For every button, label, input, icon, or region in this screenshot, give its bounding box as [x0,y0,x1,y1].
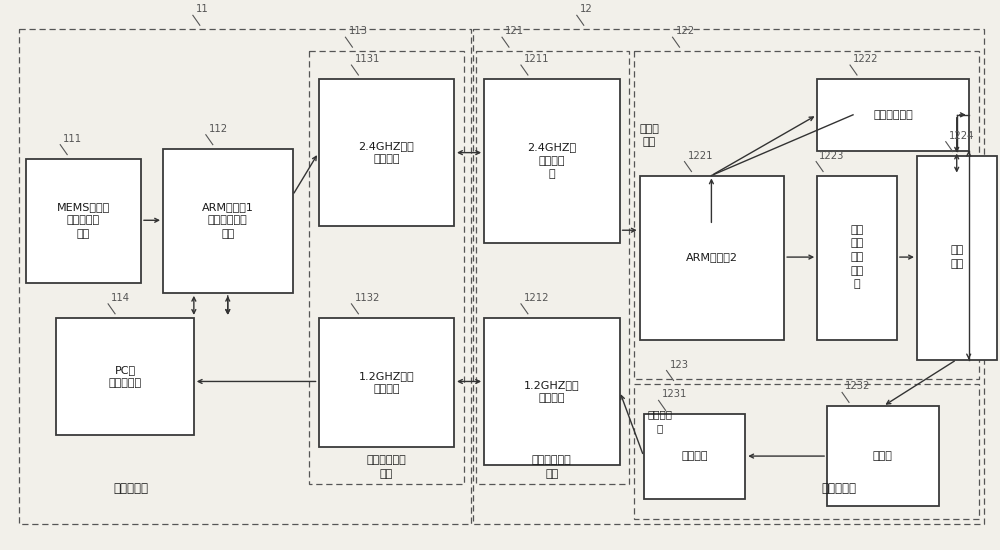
Text: 伺服
电机: 伺服 电机 [950,245,963,269]
Bar [473,29,984,524]
Text: 1223: 1223 [819,151,844,161]
Text: 122: 122 [676,26,695,36]
Text: 2.4GHZ无线
数据模块: 2.4GHZ无线 数据模块 [358,141,414,164]
Text: 1211: 1211 [524,54,549,64]
Bar [634,51,979,379]
Text: 1.2GHZ无线
视频模块: 1.2GHZ无线 视频模块 [524,379,580,403]
Bar [917,156,997,360]
Text: 视频采集: 视频采集 [681,451,708,461]
Bar [484,79,620,243]
Text: 摄像头: 摄像头 [873,451,893,461]
Text: 12: 12 [580,4,593,14]
Text: 视频采集
部: 视频采集 部 [647,409,672,433]
Text: 114: 114 [111,293,130,303]
Text: 1132: 1132 [354,293,380,303]
Text: 1224: 1224 [949,131,974,141]
Text: ARM控制器1
（上位机控制
部）: ARM控制器1 （上位机控制 部） [202,202,254,239]
Bar [19,29,471,524]
Text: 123: 123 [670,360,689,370]
Text: 直流
伺服
电机
驱动
器: 直流 伺服 电机 驱动 器 [850,225,864,289]
Text: 1221: 1221 [687,151,713,161]
Text: 控制驱
动部: 控制驱 动部 [640,124,660,147]
Text: （上位机通信
部）: （上位机通信 部） [366,455,406,479]
Bar [26,158,141,283]
Text: 上位机模块: 上位机模块 [114,482,149,496]
Text: 1231: 1231 [662,389,687,399]
Text: 11: 11 [196,4,209,14]
Text: ARM控制器2: ARM控制器2 [685,252,737,262]
Bar [817,79,969,151]
Text: 111: 111 [63,134,82,144]
Text: 113: 113 [348,26,367,36]
Bar [309,51,464,484]
Text: 1.2GHZ无线
视频模块: 1.2GHZ无线 视频模块 [359,371,414,394]
Text: 1212: 1212 [524,293,549,303]
Bar [634,384,979,519]
Bar [827,406,939,506]
Bar [817,175,897,340]
Bar [640,175,784,340]
Bar [484,318,620,465]
Text: MEMS陀螺仪
（数据采集
部）: MEMS陀螺仪 （数据采集 部） [57,202,110,239]
Bar [56,318,194,435]
Text: 1131: 1131 [354,54,380,64]
Text: 112: 112 [209,124,228,134]
Text: PC机
（显示部）: PC机 （显示部） [108,365,142,388]
Text: 1232: 1232 [845,381,870,392]
Text: 2.4GHZ无
线数据模
块: 2.4GHZ无 线数据模 块 [527,142,576,179]
Text: 1222: 1222 [853,54,879,64]
Text: 121: 121 [505,26,524,36]
Bar [163,148,293,293]
Text: （下位机通信
部）: （下位机通信 部） [532,455,572,479]
Text: 激光对射模块: 激光对射模块 [873,110,913,120]
Bar [319,318,454,447]
Text: 下位机模块: 下位机模块 [822,482,857,496]
Bar [319,79,454,226]
Bar [476,51,629,484]
Bar [644,414,745,499]
